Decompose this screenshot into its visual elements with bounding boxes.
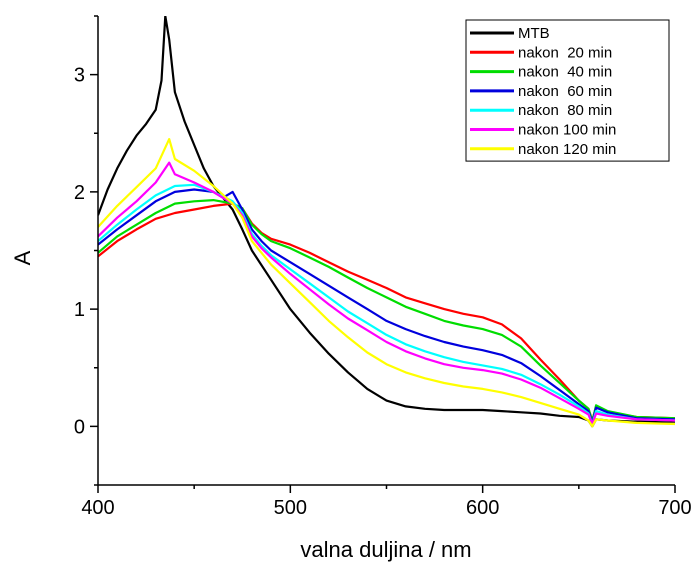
series-line-1 bbox=[98, 202, 675, 422]
x-tick-label: 500 bbox=[274, 497, 307, 519]
series-line-5 bbox=[98, 161, 675, 426]
series-line-2 bbox=[98, 199, 675, 423]
legend: MTB nakon 20 min nakon 40 min nakon 60 min n… bbox=[465, 19, 670, 162]
y-tick-label: 3 bbox=[74, 65, 85, 87]
legend-label: nakon 120 min bbox=[518, 141, 616, 158]
series-layer bbox=[98, 16, 675, 428]
series-line-3 bbox=[98, 188, 675, 424]
y-tick-label: 0 bbox=[74, 416, 85, 438]
x-tick-label: 700 bbox=[658, 497, 691, 519]
legend-label: nakon 80 min bbox=[518, 102, 612, 119]
x-axis-title: valna duljina / nm bbox=[300, 537, 471, 562]
y-axis-title: A bbox=[10, 250, 35, 265]
x-tick-label: 400 bbox=[81, 497, 114, 519]
series-line-6 bbox=[98, 138, 675, 428]
x-tick-label: 600 bbox=[466, 497, 499, 519]
legend-label: nakon 40 min bbox=[518, 64, 612, 81]
series-line-4 bbox=[98, 183, 675, 426]
legend-label: MTB bbox=[518, 25, 550, 42]
y-tick-label: 1 bbox=[74, 299, 85, 321]
y-tick-label: 2 bbox=[74, 182, 85, 204]
legend-label: nakon 20 min bbox=[518, 44, 612, 61]
series-line-0 bbox=[98, 16, 675, 428]
legend-label: nakon 100 min bbox=[518, 122, 616, 139]
axes: 400 500 600 700 0 1 2 3 bbox=[74, 15, 692, 519]
legend-label: nakon 60 min bbox=[518, 83, 612, 100]
